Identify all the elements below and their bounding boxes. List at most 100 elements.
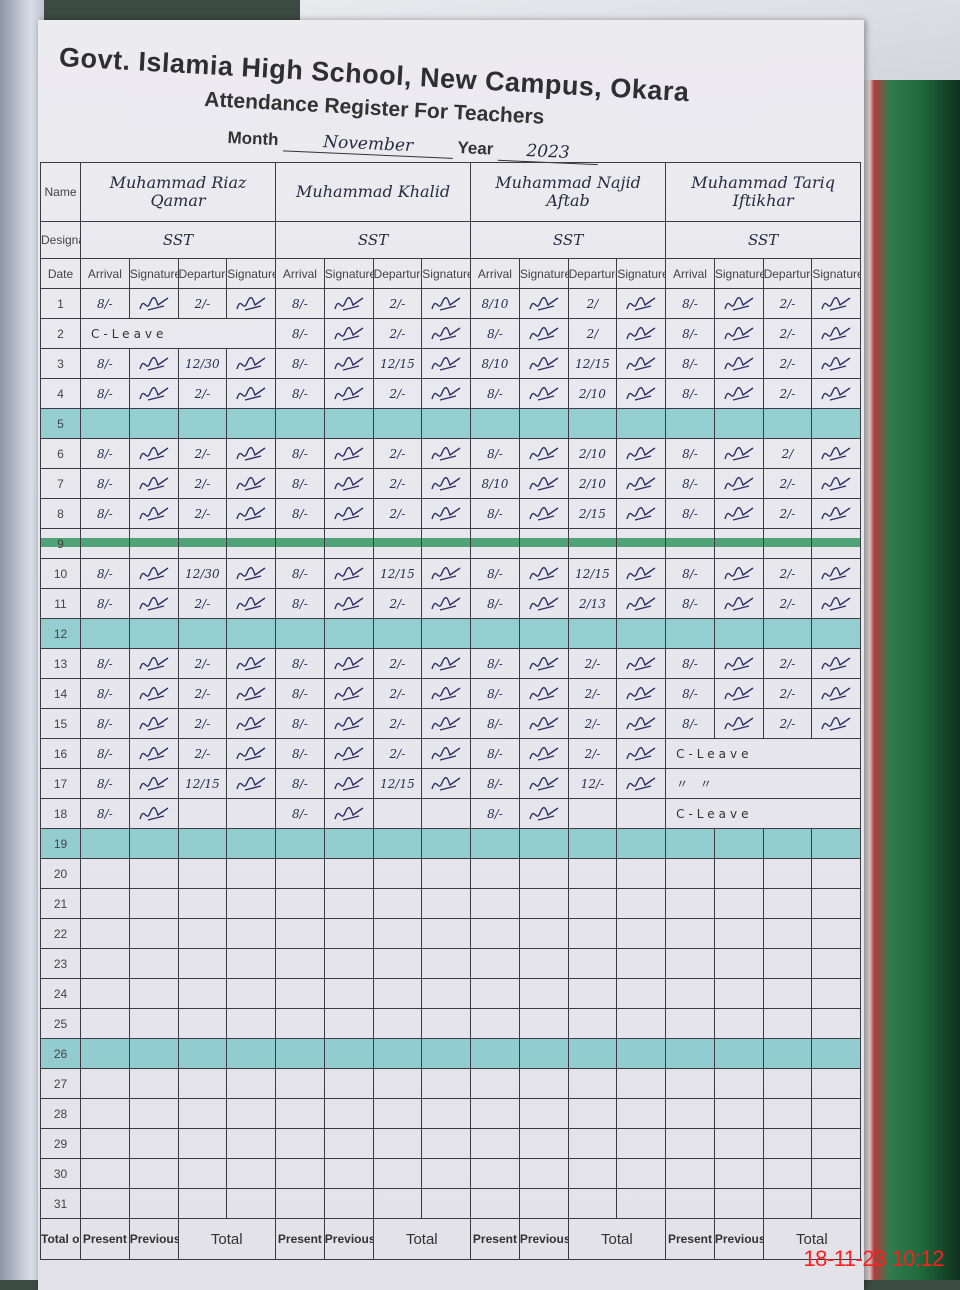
arrival-signature-cell <box>323 378 374 409</box>
departure-cell <box>567 858 618 889</box>
departure-signature-cell <box>226 888 277 919</box>
departure-cell <box>372 1008 423 1039</box>
date-cell: 5 <box>40 408 81 439</box>
departure-signature-cell <box>226 468 277 499</box>
departure-cell: 2/ <box>567 288 618 319</box>
arrival-signature-cell <box>323 288 374 319</box>
arrival-cell: 8/- <box>470 498 520 529</box>
arrival-cell: 8/- <box>275 318 325 349</box>
departure-signature-cell <box>616 858 667 889</box>
departure-signature-cell <box>421 528 472 559</box>
departure-cell <box>762 1098 813 1129</box>
arrival-cell: 8/- <box>665 678 715 709</box>
departure-cell <box>177 888 228 919</box>
departure-signature-cell <box>616 1158 667 1189</box>
arrival-signature-cell <box>323 978 374 1009</box>
arrival-cell: 8/- <box>470 318 520 349</box>
arrival-signature-cell <box>518 318 569 349</box>
departure-signature-cell <box>811 1068 862 1099</box>
arrival-cell: 8/- <box>665 648 715 679</box>
signature-mark <box>431 296 461 311</box>
signature-mark <box>529 326 559 341</box>
departure-signature-cell <box>421 648 472 679</box>
departure-cell: 2/- <box>372 708 423 739</box>
arrival-signature-cell <box>518 678 569 709</box>
departure-signature-cell <box>421 318 472 349</box>
departure-cell <box>762 1068 813 1099</box>
signature-mark <box>724 386 754 401</box>
departure-cell: 2/- <box>762 318 813 349</box>
departure-cell: 12/15 <box>567 348 618 379</box>
departure-cell <box>372 978 423 1009</box>
departure-signature-cell <box>421 828 472 859</box>
date-cell: 30 <box>40 1158 81 1189</box>
date-cell: 20 <box>40 858 81 889</box>
arrival-signature-cell <box>323 528 374 559</box>
departure-cell: 2/- <box>762 588 813 619</box>
departure-signature-cell <box>811 1188 862 1219</box>
signature-mark <box>431 506 461 521</box>
departure-signature-cell <box>811 948 862 979</box>
arrival-signature-cell <box>128 708 179 739</box>
signature-mark <box>236 746 266 761</box>
departure-cell: 2/- <box>177 498 228 529</box>
signature-mark <box>529 686 559 701</box>
attendance-row: 22 <box>40 918 862 949</box>
departure-cell: 2/- <box>372 468 423 499</box>
arrival-cell <box>470 918 520 949</box>
arrival-signature-cell <box>518 468 569 499</box>
date-cell: 10 <box>40 558 81 589</box>
departure-cell: 12/15 <box>372 348 423 379</box>
departure-signature-cell <box>226 738 277 769</box>
arrival-signature-cell <box>128 288 179 319</box>
departure-signature-cell <box>811 978 862 1009</box>
signature-mark <box>236 476 266 491</box>
date-cell: 23 <box>40 948 81 979</box>
departure-signature-cell <box>421 798 472 829</box>
signature-mark <box>529 806 559 821</box>
signature-mark <box>138 356 169 371</box>
departure-signature-cell <box>616 1188 667 1219</box>
departure-signature-cell <box>616 708 667 739</box>
signature-mark <box>333 296 364 311</box>
departure-cell <box>567 1128 618 1159</box>
arrival-signature-cell <box>713 468 764 499</box>
register-binding <box>860 80 960 1280</box>
arrival-signature-cell <box>713 708 764 739</box>
arrival-signature-cell <box>128 438 179 469</box>
arrival-cell: 8/- <box>470 708 520 739</box>
departure-cell: 2/- <box>762 558 813 589</box>
arrival-cell <box>470 978 520 1009</box>
signature-mark <box>626 386 656 401</box>
arrival-cell <box>80 408 130 439</box>
departure-signature-cell <box>421 948 472 979</box>
date-cell: 25 <box>40 1008 81 1039</box>
departure-cell <box>762 948 813 979</box>
departure-signature-cell <box>421 618 472 649</box>
signature-mark <box>333 566 364 581</box>
teacher-name: 8Muhammad Tariq Iftikhar <box>665 162 862 222</box>
departure-signature-cell <box>421 1158 472 1189</box>
arrival-cell: 8/- <box>275 678 325 709</box>
departure-cell <box>177 408 228 439</box>
arrival-cell <box>80 618 130 649</box>
month-label: Month <box>227 128 279 150</box>
arrival-cell: 8/- <box>275 648 325 679</box>
signature-mark <box>431 566 461 581</box>
departure-cell: 12/15 <box>372 768 423 799</box>
attendance-row: 21 <box>40 888 862 919</box>
arrival-signature-cell <box>128 588 179 619</box>
departure-signature-cell <box>616 348 667 379</box>
arrival-signature-cell <box>713 858 764 889</box>
arrival-signature-cell <box>128 948 179 979</box>
arrival-signature-cell <box>518 498 569 529</box>
arrival-cell: 8/- <box>80 738 130 769</box>
departure-signature-cell <box>226 618 277 649</box>
arrival-cell <box>80 828 130 859</box>
signature-mark <box>821 716 851 731</box>
departure-signature-cell <box>811 498 862 529</box>
arrival-signature-cell <box>713 618 764 649</box>
signature-mark <box>138 296 169 311</box>
signature-mark <box>821 446 851 461</box>
signature-mark <box>724 476 754 491</box>
